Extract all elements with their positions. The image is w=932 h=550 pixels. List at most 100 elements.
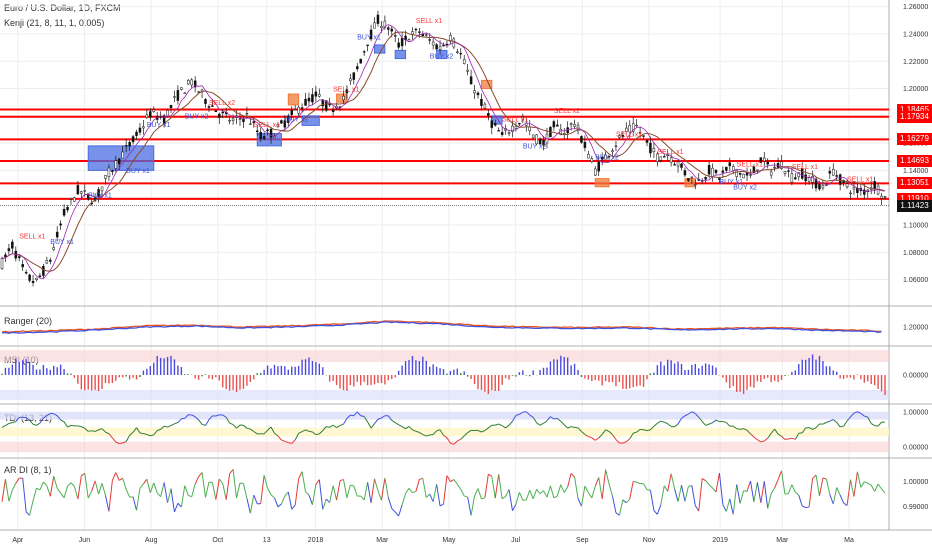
- ardi-line-seg: [184, 485, 189, 496]
- tdi-line-seg: [60, 419, 65, 423]
- resistance-levels: [0, 108, 889, 206]
- candle-body: [759, 157, 763, 164]
- ardi-line-seg: [701, 478, 706, 482]
- ardi-line-seg: [104, 495, 110, 512]
- candle-body: [435, 44, 438, 50]
- candle-body: [7, 248, 11, 252]
- indicator-panels: [0, 0, 932, 531]
- tdi-line-seg: [426, 434, 430, 437]
- tdi-line-seg: [770, 428, 776, 434]
- ardi-line-seg: [612, 496, 617, 513]
- ardi-line-seg: [91, 480, 96, 492]
- candle-body: [821, 185, 825, 189]
- ardi-line-seg: [539, 490, 544, 495]
- ardi-line-seg: [450, 479, 455, 483]
- tdi-line-seg: [136, 427, 141, 434]
- candle-body: [276, 124, 280, 127]
- tdi-line-seg: [177, 418, 182, 423]
- signal-label: SELL x1: [19, 234, 45, 241]
- ardi-line-seg: [391, 508, 396, 513]
- ardi-line-seg: [453, 479, 458, 485]
- candle-body: [238, 118, 242, 120]
- ardi-line-seg: [715, 473, 720, 493]
- candle-body: [249, 123, 252, 125]
- ardi-line-seg: [805, 506, 810, 509]
- tdi-line-seg: [277, 435, 282, 441]
- candle-body: [500, 132, 504, 135]
- signal-label: SELL x1: [657, 149, 683, 156]
- candle-body: [356, 66, 359, 70]
- tdi-line-seg: [701, 421, 707, 426]
- tdi-line-seg: [225, 417, 231, 424]
- candle-body: [190, 79, 193, 86]
- tdi-line-seg: [808, 427, 813, 430]
- ardi-line-seg: [536, 488, 541, 494]
- tdi-line-seg: [88, 430, 92, 432]
- signal-label: SELL x1: [792, 164, 818, 171]
- tdi-line-seg: [381, 415, 386, 419]
- tdi-line-seg: [698, 416, 703, 422]
- ardi-line-seg: [563, 486, 569, 493]
- candle-body: [311, 94, 314, 103]
- ardi-line-seg: [856, 471, 862, 488]
- candle-body: [138, 127, 142, 133]
- candle-body: [128, 142, 131, 147]
- candle-body: [390, 28, 394, 32]
- ardi-line-seg: [415, 479, 420, 492]
- candle-body: [211, 105, 214, 107]
- ardi-line-seg: [718, 473, 724, 505]
- tdi-line-seg: [429, 434, 434, 436]
- candle-body: [531, 134, 535, 138]
- tdi-line-seg: [291, 439, 296, 444]
- x-tick-label: Sep: [576, 537, 589, 544]
- ardi-line-seg: [464, 495, 468, 498]
- tdi-line-seg: [167, 425, 172, 428]
- time-axis: Apr Jun Aug Oct 13 2018 Mar May Jul Sep Nov 2019 Mar…: [12, 537, 854, 544]
- ardi-line-seg: [329, 485, 334, 503]
- tdi-line-seg: [598, 434, 603, 439]
- tdi-line-seg: [115, 441, 120, 445]
- ardi-line-seg: [191, 484, 196, 497]
- ardi-line-seg: [591, 486, 596, 499]
- candle-body: [614, 145, 618, 147]
- candle-body: [797, 172, 801, 178]
- ardi-line-seg: [739, 490, 745, 504]
- x-tick-label: 2018: [308, 537, 324, 544]
- candle-body: [135, 131, 138, 136]
- candle-body: [42, 265, 45, 276]
- ardi-line-seg: [798, 495, 803, 507]
- candle-body: [221, 111, 224, 114]
- price-tag: 1.13051: [897, 177, 932, 190]
- candle-body: [642, 135, 645, 137]
- candle-body: [166, 110, 169, 117]
- ardi-line-seg: [749, 480, 755, 503]
- ardi-line-seg: [139, 483, 144, 489]
- y-tick-label: 0.00000: [903, 444, 928, 451]
- candle-body: [362, 51, 366, 53]
- y-tick-label: 1.10000: [903, 222, 928, 229]
- tdi-line-seg: [677, 417, 682, 425]
- candle-body: [518, 123, 521, 125]
- ardi-line-seg: [305, 491, 310, 496]
- ardi-line-seg: [643, 483, 648, 490]
- candle-body: [4, 254, 7, 258]
- candle-body: [838, 174, 842, 185]
- signal-label: SELL x1: [254, 122, 280, 129]
- candle-body: [687, 178, 690, 181]
- candle-body: [552, 121, 556, 128]
- ardi-line-seg: [605, 469, 610, 485]
- ardi-line-seg: [22, 478, 27, 512]
- candle-body: [483, 103, 487, 109]
- candle-body: [466, 69, 469, 72]
- tdi-line-seg: [215, 414, 220, 417]
- tdi-line-seg: [191, 414, 196, 418]
- tdi-line-seg: [46, 412, 51, 416]
- ardi-line-seg: [232, 469, 238, 499]
- ardi-line-seg: [153, 482, 158, 493]
- tdi-line-seg: [460, 435, 465, 440]
- candle-body: [721, 170, 725, 173]
- tdi-line-seg: [498, 423, 503, 427]
- candle-body: [393, 35, 397, 37]
- tdi-line-seg: [571, 426, 575, 428]
